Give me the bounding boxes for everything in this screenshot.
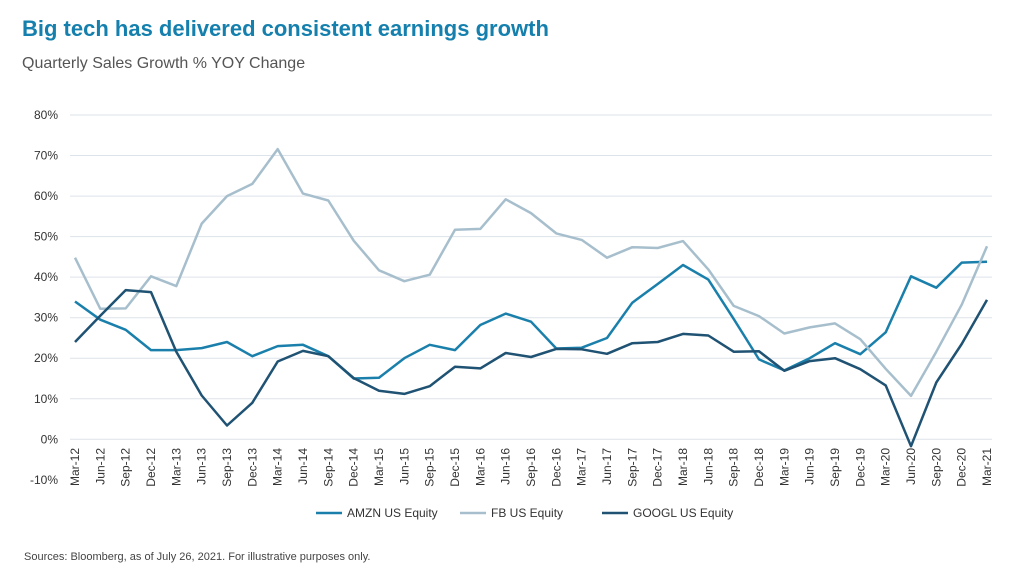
x-tick-label: Jun-14 — [296, 448, 310, 485]
y-tick-label: 50% — [34, 230, 58, 244]
y-tick-label: 10% — [34, 392, 58, 406]
x-tick-label: Mar-21 — [980, 448, 994, 486]
legend-label: AMZN US Equity — [347, 506, 438, 520]
x-tick-label: Sep-20 — [929, 448, 943, 487]
series-line-amzn — [74, 260, 988, 380]
x-tick-label: Dec-14 — [347, 448, 361, 487]
x-tick-label: Jun-15 — [397, 448, 411, 485]
x-tick-label: Jun-12 — [93, 448, 107, 485]
x-tick-label: Mar-16 — [473, 448, 487, 486]
source-note: Sources: Bloomberg, as of July 26, 2021.… — [24, 551, 371, 563]
x-tick-label: Dec-15 — [448, 448, 462, 487]
x-tick-label: Dec-16 — [549, 448, 563, 487]
x-tick-label: Sep-18 — [727, 448, 741, 487]
x-tick-label: Mar-17 — [575, 448, 589, 486]
x-tick-label: Jun-19 — [803, 448, 817, 485]
x-tick-label: Jun-20 — [904, 448, 918, 485]
x-tick-label: Mar-20 — [879, 448, 893, 486]
x-tick-label: Jun-16 — [499, 448, 513, 485]
x-tick-label: Sep-13 — [220, 448, 234, 487]
y-tick-label: 80% — [34, 108, 58, 122]
series-line-fb — [73, 147, 989, 398]
legend-label: GOOGL US Equity — [633, 506, 733, 520]
series-line-googl — [74, 288, 989, 448]
y-tick-label: 70% — [34, 149, 58, 163]
x-tick-label: Dec-20 — [955, 448, 969, 487]
chart-title: Big tech has delivered consistent earnin… — [22, 16, 549, 41]
y-tick-label: 20% — [34, 351, 58, 365]
y-tick-label: -10% — [30, 473, 58, 487]
x-tick-label: Dec-13 — [245, 448, 259, 487]
x-tick-label: Dec-19 — [853, 448, 867, 487]
chart-subtitle: Quarterly Sales Growth % YOY Change — [22, 55, 306, 72]
y-tick-label: 40% — [34, 270, 58, 284]
x-tick-label: Jun-13 — [195, 448, 209, 485]
x-tick-label: Sep-14 — [321, 448, 335, 487]
x-tick-label: Sep-17 — [625, 448, 639, 487]
x-tick-label: Sep-12 — [119, 448, 133, 487]
x-tick-label: Mar-18 — [676, 448, 690, 486]
x-tick-label: Mar-12 — [68, 448, 82, 486]
y-tick-label: 0% — [41, 432, 59, 446]
y-tick-label: 30% — [34, 311, 58, 325]
x-tick-label: Jun-17 — [600, 448, 614, 485]
x-tick-label: Mar-19 — [777, 448, 791, 486]
x-tick-label: Mar-15 — [372, 448, 386, 486]
x-tick-label: Dec-12 — [144, 448, 158, 487]
x-tick-label: Sep-19 — [828, 448, 842, 487]
x-tick-label: Mar-13 — [169, 448, 183, 486]
x-tick-label: Dec-18 — [752, 448, 766, 487]
x-tick-label: Sep-16 — [524, 448, 538, 487]
x-tick-label: Mar-14 — [271, 448, 285, 486]
x-tick-label: Sep-15 — [423, 448, 437, 487]
y-tick-label: 60% — [34, 189, 58, 203]
x-tick-label: Jun-18 — [701, 448, 715, 485]
x-tick-label: Dec-17 — [651, 448, 665, 487]
legend-label: FB US Equity — [491, 506, 563, 520]
